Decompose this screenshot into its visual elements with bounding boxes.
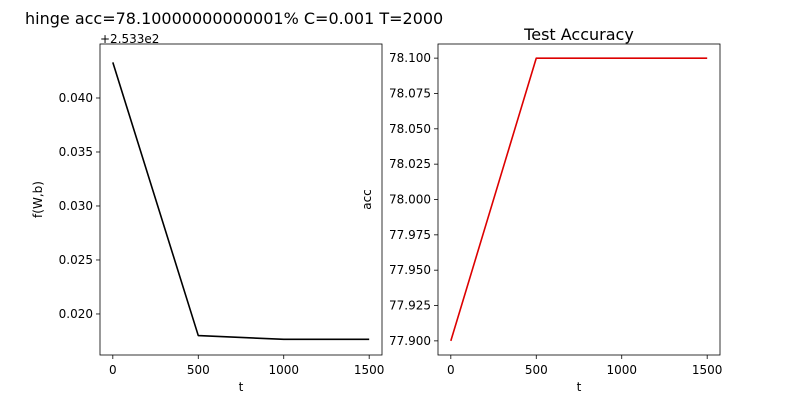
x-tick-label: 1500 — [354, 363, 385, 377]
figure-suptitle: hinge acc=78.10000000000001% C=0.001 T=2… — [25, 9, 443, 28]
y-tick-label: 78.025 — [389, 157, 431, 171]
x-tick-label: 0 — [447, 363, 455, 377]
loss-chart: +2.533e2 0 500 1000 1500 0.020 0.025 0.030 0.035… — [31, 32, 384, 394]
y-offset-text: +2.533e2 — [100, 32, 159, 46]
x-tick-label: 0 — [109, 363, 117, 377]
y-tick-label: 78.000 — [389, 193, 431, 207]
y-tick-label: 78.100 — [389, 51, 431, 65]
plot-frame — [437, 43, 721, 356]
x-tick-label: 1000 — [606, 363, 637, 377]
y-tick-label: 78.050 — [389, 122, 431, 136]
y-axis-label: acc — [360, 189, 374, 210]
y-tick-label: 0.035 — [59, 145, 93, 159]
x-tick-label: 1500 — [692, 363, 723, 377]
y-tick-label: 77.950 — [389, 263, 431, 277]
x-tick-label: 1000 — [268, 363, 299, 377]
x-axis-label: t — [239, 380, 244, 394]
x-axis-label: t — [577, 380, 582, 394]
y-tick-label: 0.025 — [59, 253, 93, 267]
y-tick-label: 77.975 — [389, 228, 431, 242]
x-tick-label: 500 — [525, 363, 548, 377]
series-line — [450, 57, 708, 342]
y-tick-label: 78.075 — [389, 86, 431, 100]
x-tick-label: 500 — [187, 363, 210, 377]
plot-frame — [99, 43, 383, 356]
y-tick-label: 0.040 — [59, 91, 93, 105]
y-tick-label: 0.020 — [59, 307, 93, 321]
y-tick-label: 77.900 — [389, 334, 431, 348]
series-line — [112, 62, 370, 341]
accuracy-chart: Test Accuracy 0 500 1000 1500 77.900 77.925 77.… — [360, 25, 722, 394]
y-tick-label: 77.925 — [389, 299, 431, 313]
chart-title: Test Accuracy — [523, 25, 634, 44]
y-tick-label: 0.030 — [59, 199, 93, 213]
y-axis-label: f(W,b) — [31, 181, 45, 218]
